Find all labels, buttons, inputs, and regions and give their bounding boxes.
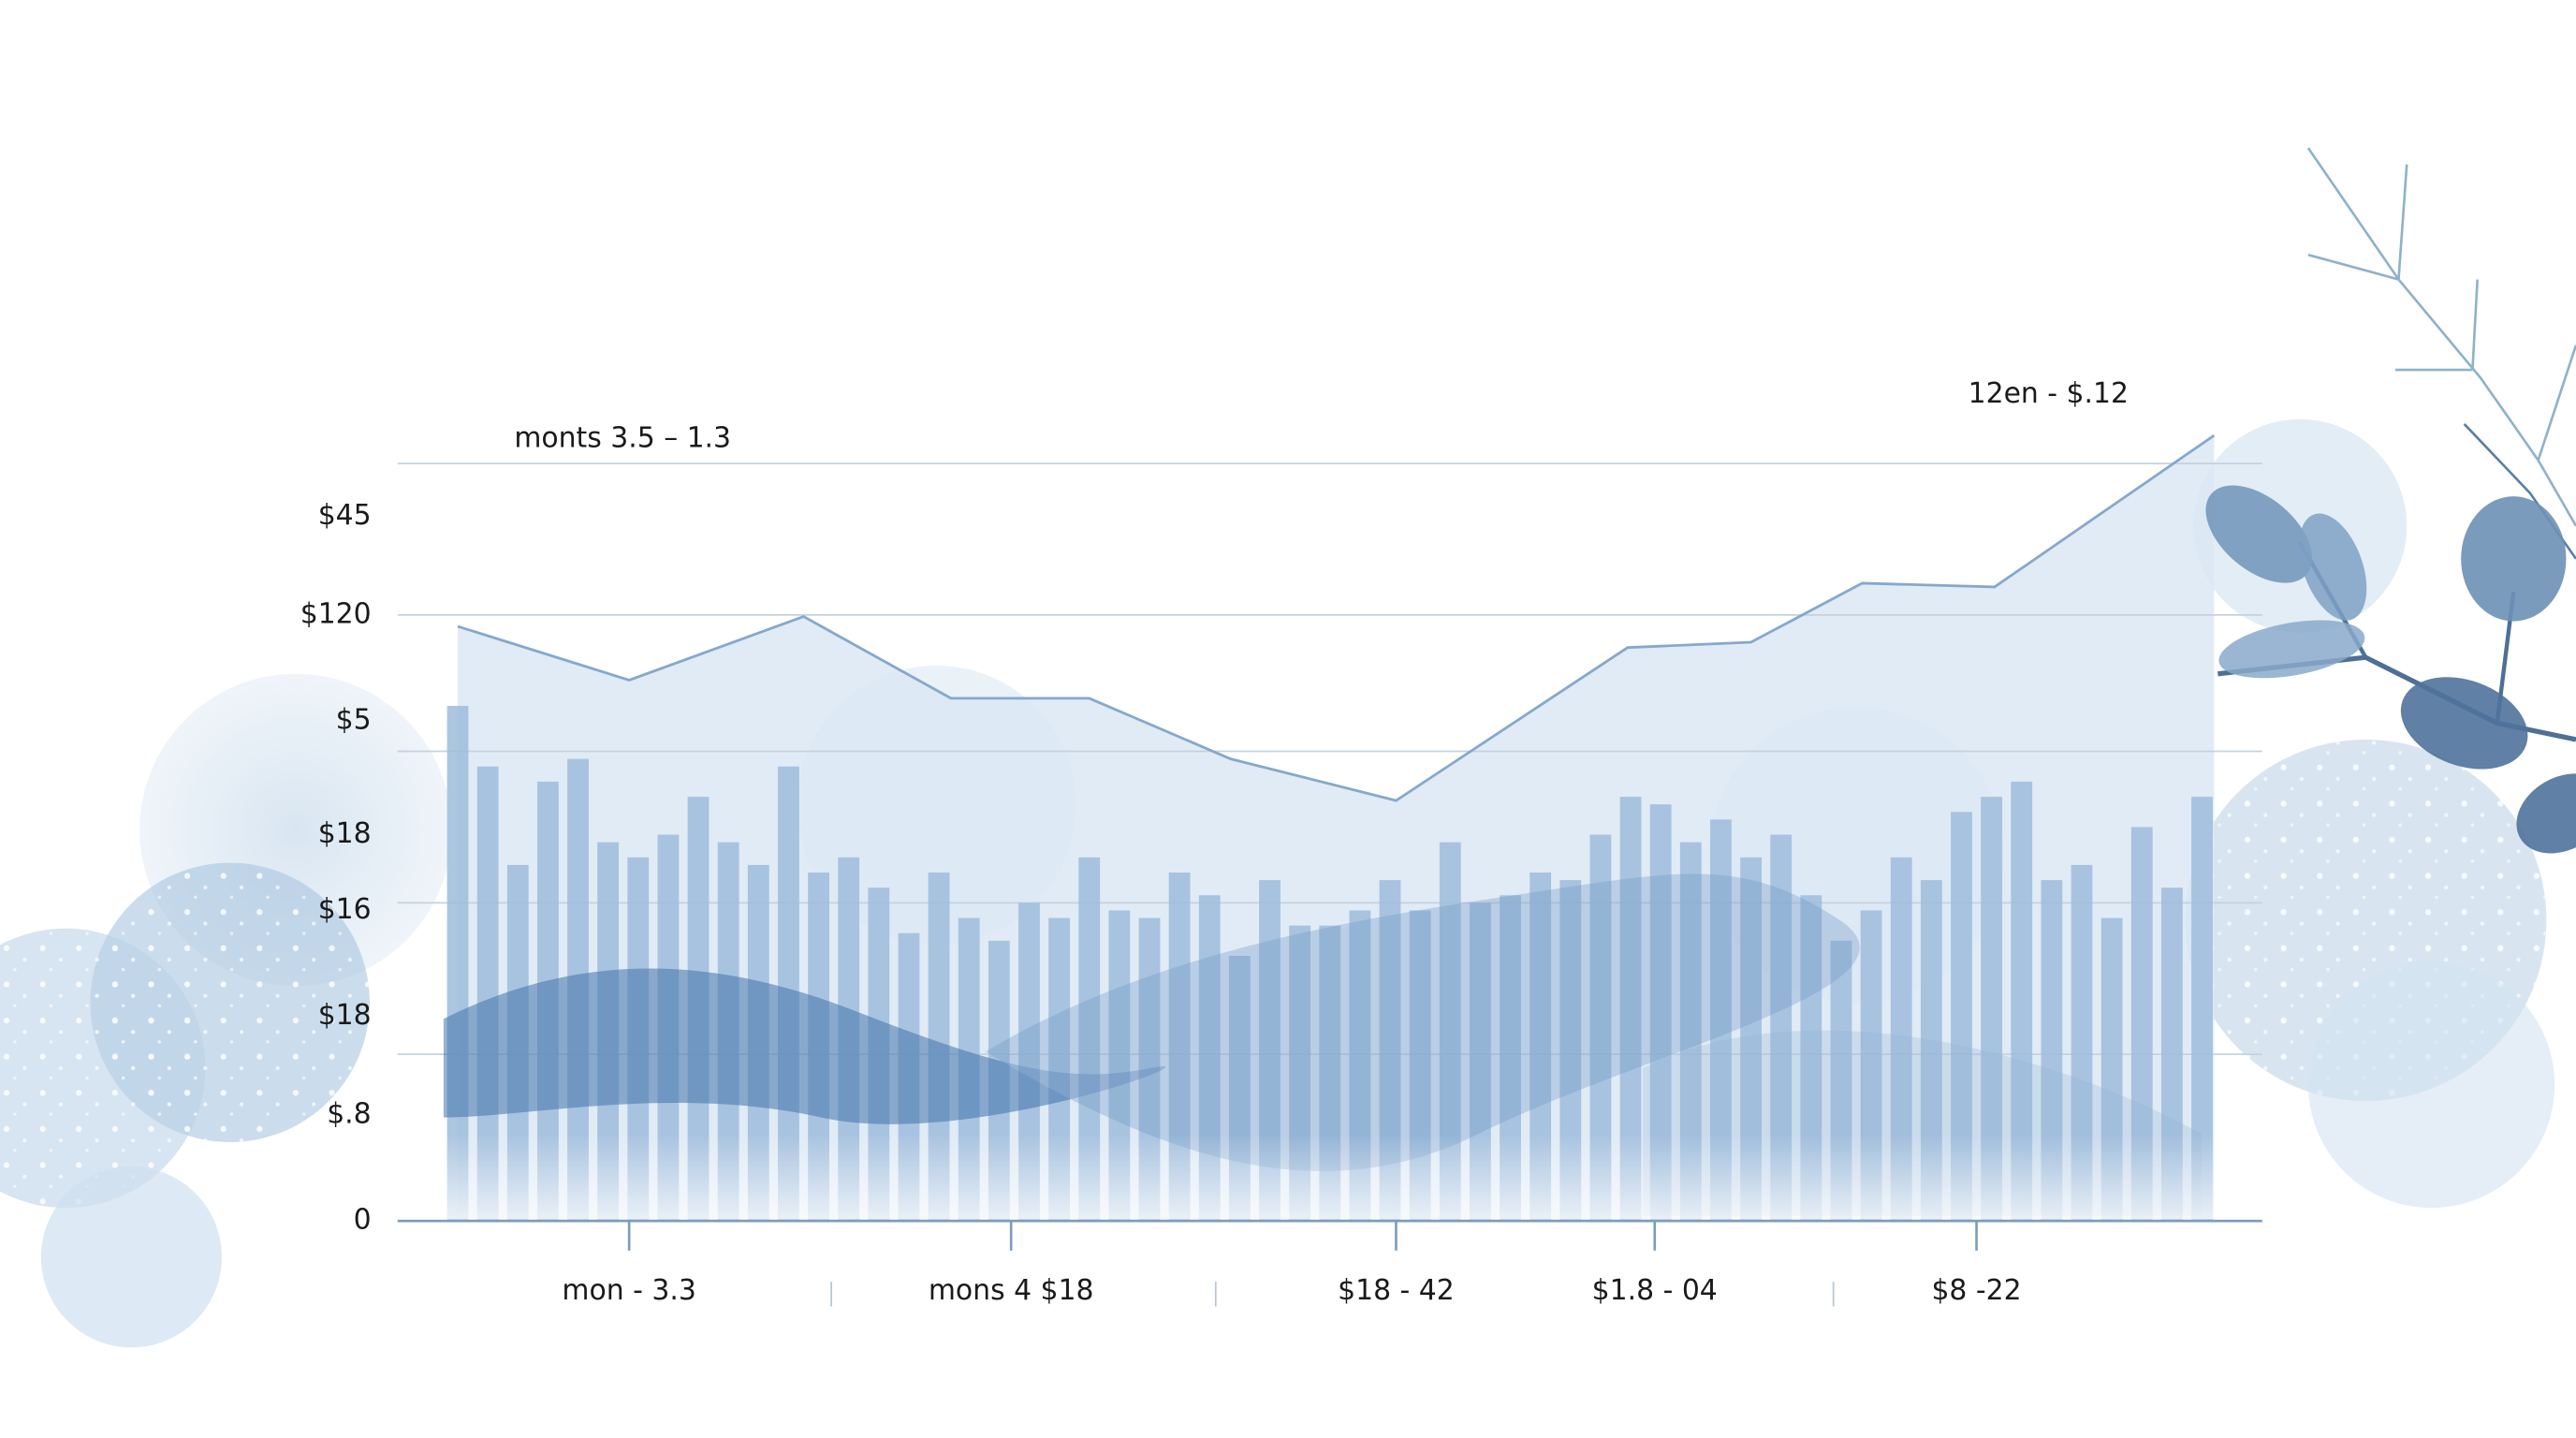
bottom-fade (410, 1134, 2268, 1220)
y-tick-label: 0 (354, 1204, 372, 1237)
bar (1740, 857, 1762, 1222)
y-tick-label: $18 (318, 817, 372, 850)
bar (1589, 834, 1612, 1222)
x-tick-label: mon - 3.3 (562, 1274, 695, 1307)
x-separators (830, 1282, 1835, 1307)
annotation: monts 3.5 – 1.3 (514, 421, 731, 454)
y-tick-label: $.8 (327, 1097, 371, 1130)
x-tick-label: $8 -22 (1931, 1274, 2021, 1307)
bar (2130, 827, 2153, 1222)
bar (1619, 797, 1642, 1222)
y-tick-label: $16 (318, 893, 372, 926)
bar (1710, 819, 1732, 1222)
bar (1890, 857, 1912, 1222)
y-tick-label: $18 (318, 999, 372, 1032)
y-tick-label: $45 (318, 499, 372, 532)
bar (1770, 834, 1793, 1222)
bar (2191, 797, 2213, 1222)
bar (1981, 797, 2003, 1222)
bar (1530, 872, 1552, 1222)
line (457, 433, 2216, 802)
y-tick-label: $5 (336, 704, 372, 737)
x-tick-label: mons 4 $18 (929, 1274, 1094, 1307)
leaf-decoration (2205, 485, 2576, 854)
bar (1439, 842, 1461, 1222)
x-tick-label: $18 - 42 (1338, 1274, 1455, 1307)
bar (1679, 842, 1702, 1222)
bar (1649, 804, 1672, 1222)
bar (2071, 864, 2093, 1222)
bar (1078, 857, 1101, 1222)
bar (1951, 812, 1972, 1222)
bar (2011, 781, 2033, 1222)
y-tick-label: $120 (300, 597, 372, 630)
bar (1168, 872, 1191, 1222)
annotation: 12en - $.12 (1969, 377, 2129, 410)
x-tick-label: $1.8 - 04 (1592, 1274, 1718, 1307)
